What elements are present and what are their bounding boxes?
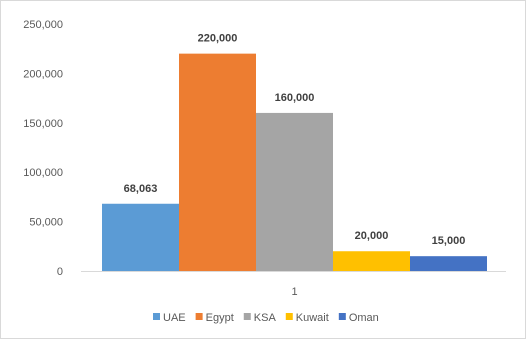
y-tick-label: 0: [57, 266, 63, 278]
y-tick-label: 100,000: [23, 167, 63, 179]
y-tick-label: 150,000: [23, 118, 63, 130]
legend-swatch-ksa: [243, 313, 251, 320]
y-tick-label: 50,000: [29, 217, 63, 229]
legend-label-uae: UAE: [163, 312, 186, 324]
legend-label-oman: Oman: [349, 312, 379, 324]
legend-swatch-oman: [338, 313, 346, 320]
data-label-ksa: 160,000: [275, 92, 315, 104]
data-label-uae: 68,063: [124, 183, 158, 195]
legend-label-egypt: Egypt: [206, 312, 234, 324]
data-label-egypt: 220,000: [198, 33, 238, 45]
bar-uae: [102, 203, 179, 271]
legend-swatch-kuwait: [285, 313, 293, 320]
bar-kuwait: [333, 251, 410, 271]
legend-swatch-egypt: [195, 313, 203, 320]
y-axis-ticks: 0 50,000 100,000 150,000 200,000 250,000: [23, 19, 63, 278]
y-tick-label: 200,000: [23, 68, 63, 80]
bar-egypt: [179, 53, 256, 271]
bar-oman: [410, 256, 487, 271]
legend-label-ksa: KSA: [254, 312, 277, 324]
x-tick-label: 1: [291, 286, 297, 298]
data-labels: 68,063 220,000 160,000 20,000 15,000: [124, 33, 466, 248]
y-tick-label: 250,000: [23, 19, 63, 31]
data-label-kuwait: 20,000: [355, 230, 389, 242]
legend-swatch-uae: [153, 313, 160, 320]
bars: [102, 53, 487, 271]
legend: UAE Egypt KSA Kuwait Oman: [153, 312, 379, 324]
legend-label-kuwait: Kuwait: [296, 312, 329, 324]
data-label-oman: 15,000: [432, 235, 466, 247]
bar-ksa: [256, 112, 333, 271]
